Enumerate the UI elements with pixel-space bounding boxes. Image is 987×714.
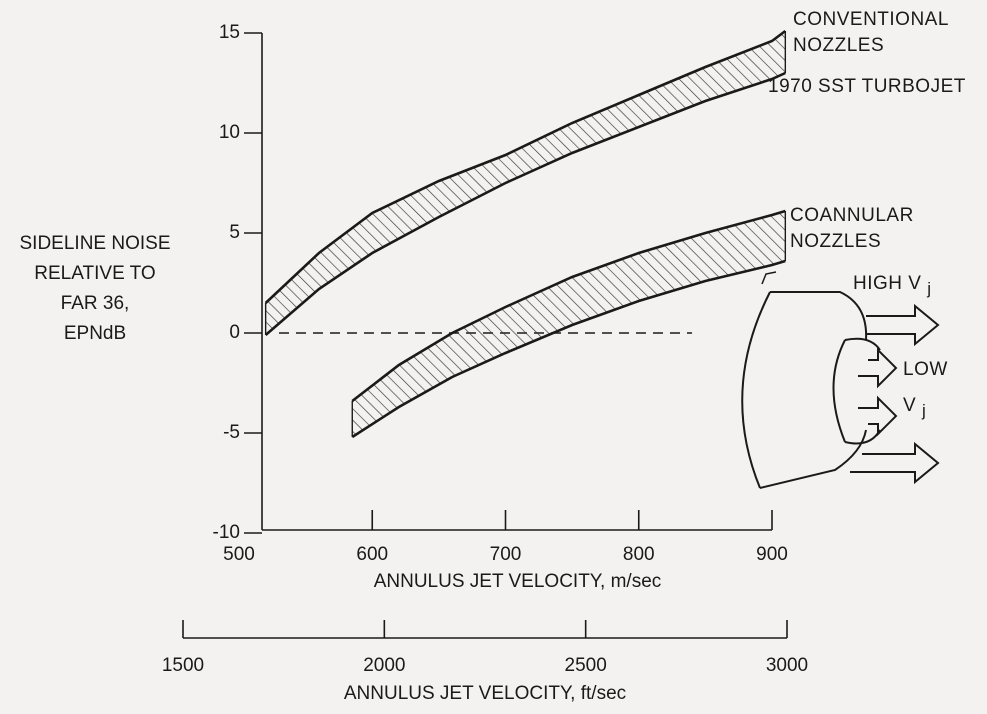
annotation: V j	[903, 393, 926, 424]
y-tick-label: 0	[229, 322, 240, 343]
series-label: CONVENTIONAL NOZZLES	[793, 7, 943, 59]
annotation: LOW	[903, 357, 948, 383]
x2-axis-label: ANNULUS JET VELOCITY, ft/sec	[344, 683, 626, 704]
band-area	[266, 31, 786, 335]
annotation-text: V	[903, 395, 916, 416]
y-tick-label: 5	[229, 222, 240, 243]
x-tick-label: 600	[356, 544, 388, 565]
x2-tick-label: 2500	[565, 655, 607, 676]
y-axis-label: SIDELINE NOISE	[20, 233, 171, 254]
page: -10 -5 0 5 10 15 500 600 700 800 900 ANNULUS JET VE…	[0, 0, 987, 714]
band-edge	[266, 73, 786, 335]
annotation-subscript: j	[927, 279, 931, 298]
x2-tick-label: 1500	[162, 655, 204, 676]
y-tick-label: 15	[219, 22, 240, 43]
x-tick-label: 700	[490, 544, 522, 565]
y-tick-label: -5	[223, 422, 240, 443]
series-label: COANNULAR NOZZLES	[790, 203, 930, 255]
annotation-subscript: j	[922, 401, 926, 420]
x2-tick-label: 2000	[363, 655, 405, 676]
x-tick-label: 900	[756, 544, 788, 565]
x-tick-label: 800	[623, 544, 655, 565]
chart: -10 -5 0 5 10 15 500 600 700 800 900 ANNULUS JET VE…	[0, 0, 987, 714]
band-area	[352, 211, 785, 437]
annotation: 1970 SST TURBOJET	[768, 74, 966, 100]
y-tick-label: -10	[213, 522, 240, 543]
x-tick-label: 500	[223, 544, 255, 565]
annotation-text: HIGH V	[853, 273, 921, 294]
x2-tick-label: 3000	[766, 655, 808, 676]
y-axis-label: EPNdB	[64, 323, 126, 344]
y-axis-label: FAR 36,	[61, 293, 130, 314]
y-axis-label: RELATIVE TO	[34, 263, 155, 284]
annotation: HIGH V j	[853, 271, 932, 302]
y-tick-label: 10	[219, 122, 240, 143]
x-axis-label: ANNULUS JET VELOCITY, m/sec	[374, 571, 662, 592]
